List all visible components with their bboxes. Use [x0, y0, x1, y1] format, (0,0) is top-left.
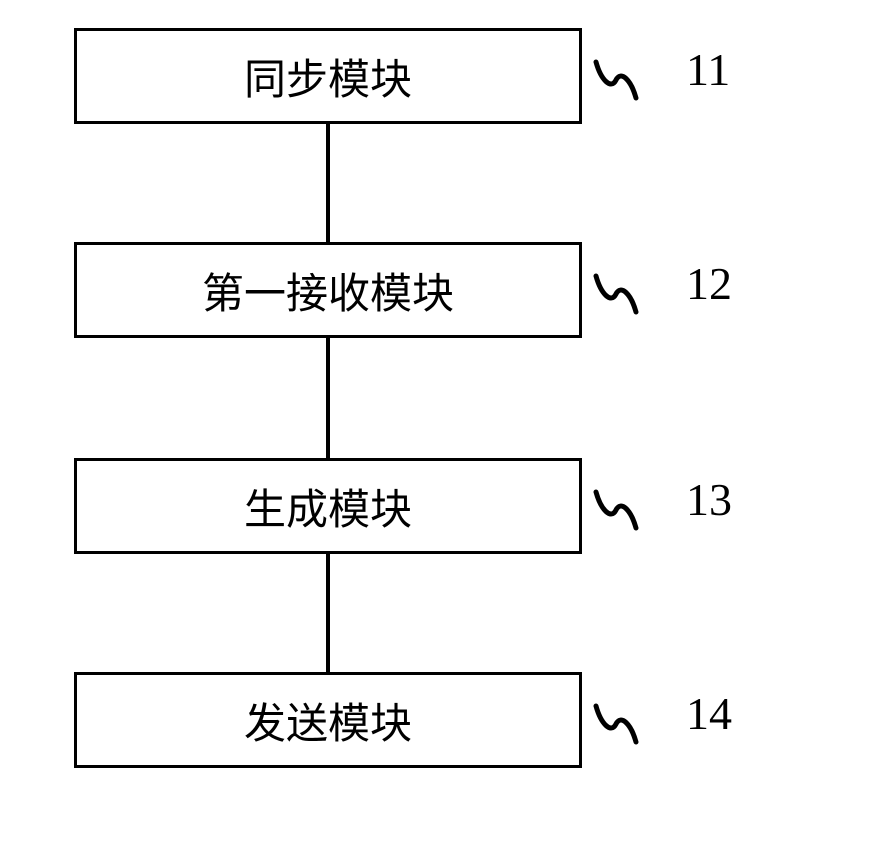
- edge-1-2: [326, 124, 330, 242]
- edge-3-4: [326, 554, 330, 672]
- ref-tilde-icon: [586, 264, 646, 324]
- node-first-receive-module: 第一接收模块: [74, 242, 582, 338]
- edge-2-3: [326, 338, 330, 458]
- flowchart-canvas: 同步模块 第一接收模块 生成模块 发送模块 11 12 13 14: [0, 0, 873, 851]
- node-label: 发送模块: [244, 690, 412, 751]
- node-send-module: 发送模块: [74, 672, 582, 768]
- ref-number: 13: [686, 473, 732, 526]
- node-label: 同步模块: [244, 46, 412, 107]
- node-generate-module: 生成模块: [74, 458, 582, 554]
- ref-tilde-icon: [586, 694, 646, 754]
- ref-number: 12: [686, 257, 732, 310]
- node-label: 第一接收模块: [202, 260, 454, 321]
- ref-tilde-icon: [586, 480, 646, 540]
- node-label: 生成模块: [244, 476, 412, 537]
- ref-tilde-icon: [586, 50, 646, 110]
- ref-number: 11: [686, 43, 730, 96]
- ref-number: 14: [686, 687, 732, 740]
- node-sync-module: 同步模块: [74, 28, 582, 124]
